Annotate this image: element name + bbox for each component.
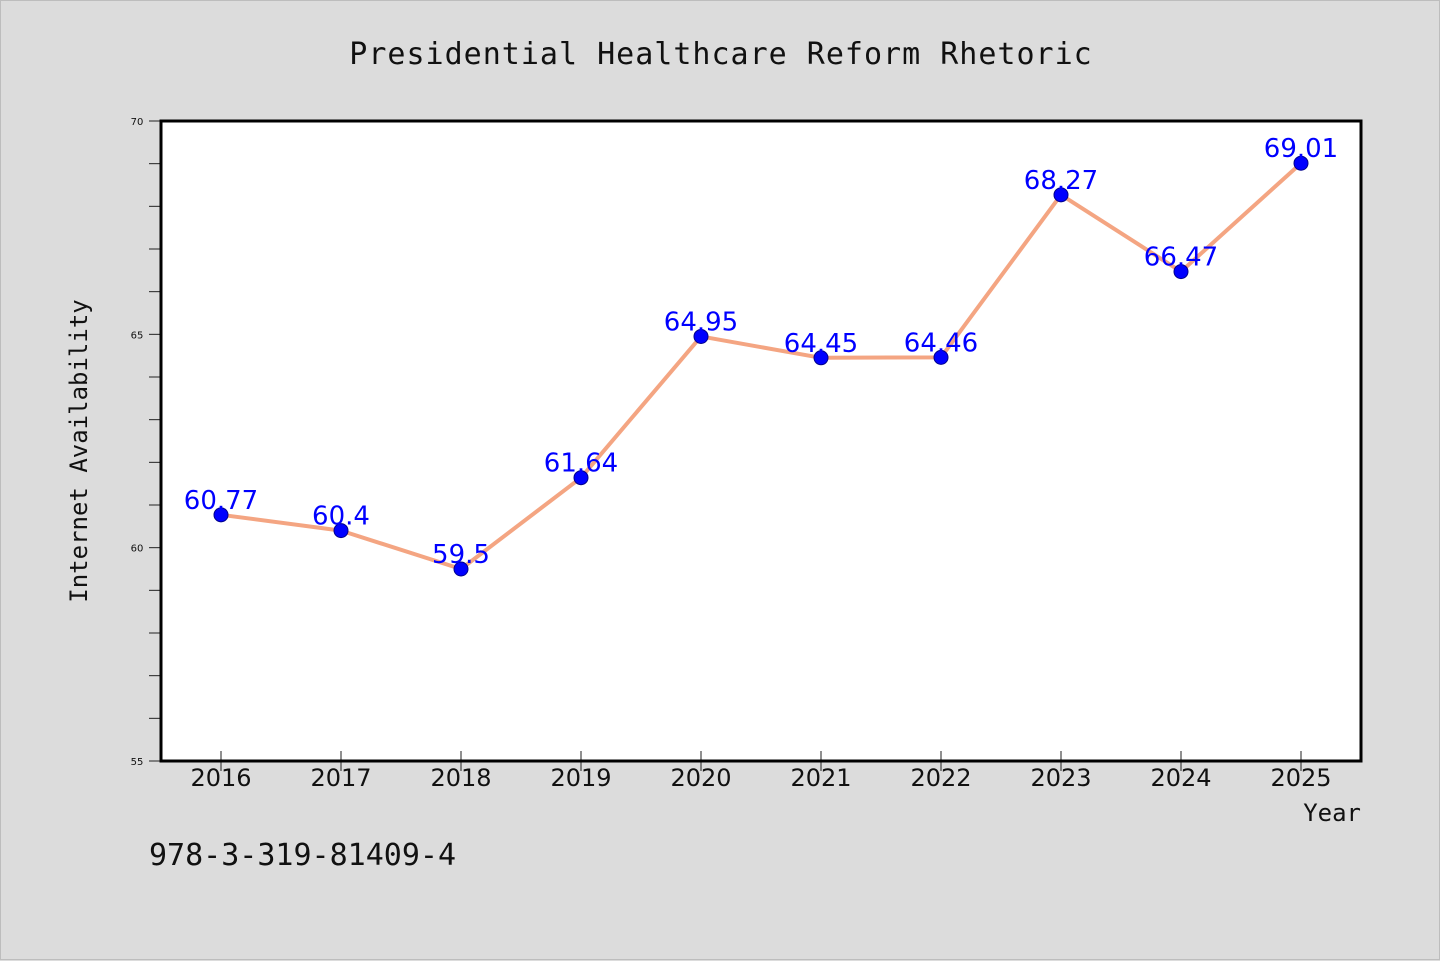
data-label: 64.45: [784, 329, 858, 359]
data-label: 66.47: [1144, 243, 1218, 273]
y-tick-label: 65: [131, 330, 144, 341]
plot-area: [161, 121, 1361, 761]
isbn-note: 978-3-319-81409-4: [149, 838, 456, 873]
data-point: [1173, 264, 1189, 280]
data-point: [1053, 187, 1069, 203]
chart-title: Presidential Healthcare Reform Rhetoric: [349, 37, 1092, 72]
x-tick-label: 2020: [670, 764, 731, 792]
data-label: 60.4: [312, 502, 370, 532]
y-axis-label: Internet Availability: [65, 299, 93, 602]
data-label: 64.46: [904, 328, 978, 358]
data-label: 69.01: [1264, 134, 1338, 164]
plot-frame: [159, 119, 1363, 763]
y-tick-label: 60: [131, 544, 144, 555]
data-label: 59.5: [432, 540, 490, 570]
data-label: 64.95: [664, 307, 738, 337]
data-point: [573, 470, 589, 486]
series-line: [219, 161, 1303, 571]
data-point: [1293, 155, 1309, 171]
x-tick-label: 2018: [430, 764, 491, 792]
y-tick-label: 55: [131, 757, 144, 768]
x-tick-label: 2019: [550, 764, 611, 792]
x-tick-label: 2023: [1030, 764, 1091, 792]
data-label: 68.27: [1024, 166, 1098, 196]
x-tick-label: 2025: [1270, 764, 1331, 792]
x-tick-label: 2017: [310, 764, 371, 792]
data-point: [333, 523, 349, 539]
data-point: [933, 349, 949, 365]
x-axis-label: Year: [1303, 799, 1361, 827]
x-tick-label: 2021: [790, 764, 851, 792]
x-tick-label: 2024: [1150, 764, 1211, 792]
x-tick-label: 2016: [190, 764, 251, 792]
data-label: 61.64: [544, 449, 618, 479]
data-point: [213, 507, 229, 523]
data-label: 60.77: [184, 486, 258, 516]
y-tick-label: 70: [131, 117, 144, 128]
data-point: [453, 561, 469, 577]
data-point: [813, 350, 829, 366]
data-point: [693, 328, 709, 344]
x-tick-label: 2022: [910, 764, 971, 792]
